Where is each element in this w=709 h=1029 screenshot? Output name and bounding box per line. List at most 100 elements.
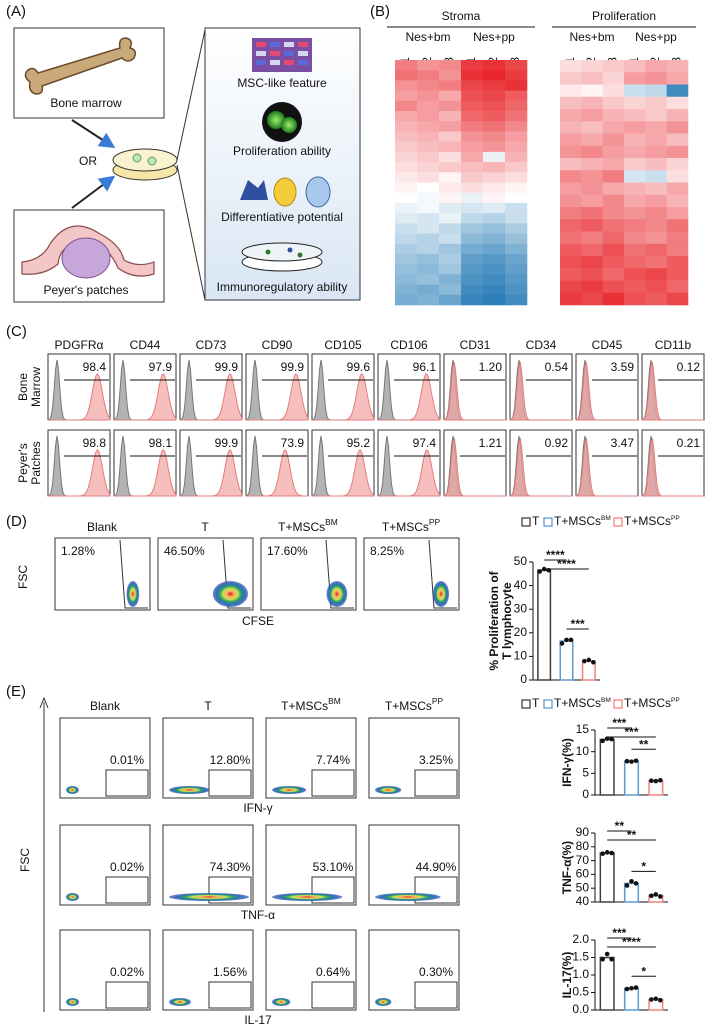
data-point [591,660,596,665]
y-tick-label: 0 [582,787,589,801]
heatmap-cell [624,292,646,306]
heatmap-cell [602,121,625,134]
heatmap-cell [417,274,440,285]
significance-label: **** [557,557,576,571]
group-label: T+MSCsBM [278,517,338,534]
heatmap-cell [645,145,667,159]
cell-icon [267,111,285,129]
heatmap-cell [483,223,506,234]
stained-histogram [509,437,572,497]
heatmap-cell [505,294,528,306]
column-group: Nes+pp [635,30,677,44]
heatmap-cell [417,243,440,255]
data-point [653,778,659,784]
flow-population [212,581,249,607]
heatmap-cell [560,158,582,171]
heatmap-cell [560,84,582,98]
data-point [609,850,614,856]
y-tick-label: 5 [582,766,589,780]
heatmap-cell [439,151,462,163]
flow-population [375,786,402,794]
percent-label: 97.4 [413,436,437,450]
heatmap-cell [483,172,506,183]
percent-label: 0.21 [677,436,701,450]
heatmap-cell [666,219,689,232]
data-point [633,985,639,990]
heatmap-cell [417,111,440,122]
heatmap-cell [666,292,689,306]
heatmap-cell [624,194,646,208]
stained-histogram [443,437,506,497]
heatmap-cell [666,158,689,171]
heatmap-cell [505,121,528,132]
panel-label: (B) [370,3,390,20]
heatmap-cell [461,264,484,275]
heatmap-cell [483,80,506,91]
stained-histogram [246,373,309,421]
percent-label: 44.90% [416,860,457,874]
group-label: T+MSCsPP [382,517,441,534]
gate [311,876,355,904]
heatmap-cell [417,172,440,183]
zoom-line [176,29,206,161]
heatmap-cell [461,111,484,122]
stained-histogram [378,449,441,497]
heatmap-cell [483,70,506,81]
heatmap-cell [560,243,582,257]
flow-population [272,786,307,794]
heatmap-cell [417,100,440,112]
heatmap-cell [624,84,646,98]
flow-population [169,998,191,1006]
axis-label: CFSE [242,614,274,628]
heatmap-cell [461,70,484,81]
heatmap-cell [417,223,440,234]
heatmap-cell [624,96,646,110]
group-label: Blank [87,520,118,534]
heatmap-cell [602,280,625,294]
heatmap-cell [417,264,440,275]
row-label: BoneMarrow [16,367,43,407]
y-tick-label: 40 [576,894,590,908]
percent-label: 53.10% [313,860,354,874]
heatmap-cell [602,207,625,220]
heatmap-cell [395,284,418,296]
bar [559,640,574,681]
heatmap-cell [505,182,528,194]
name: Blank [87,520,118,534]
data-point [568,637,574,643]
marker-label: IFN-γ [243,801,272,815]
heatmap-cell [666,268,689,281]
flow-frame [59,824,151,906]
group-label: T+MSCsBM [554,696,611,710]
heatmap-cell [439,111,462,122]
heatmap-cell [602,145,625,159]
heatmap-cell [461,90,484,102]
heatmap-cell [602,194,625,208]
heatmap-cell [624,219,646,232]
heatmap-cell [560,194,582,208]
heatmap-cell [560,60,582,73]
heatmap-cell [560,256,582,269]
heatmap-cell [602,231,625,245]
dish [241,242,323,262]
y-axis-label-line: T lymphocyte [500,582,514,660]
flow-population [66,893,80,901]
flow-population [375,998,392,1006]
heatmap-cell [483,233,506,245]
or-label: OR [79,154,97,168]
axis-arrow [39,696,49,709]
data-point [629,759,634,764]
gate [105,981,149,1009]
name: T+MSCs [624,514,671,528]
significance-label: * [641,964,646,978]
feature-label: Proliferation ability [233,144,331,158]
heatmap-cell [461,80,484,91]
data-point [564,637,569,643]
heatmap-cell [624,280,646,294]
cell-icon [240,180,268,200]
heatmap-cell [483,294,506,306]
heatmap-cell [581,268,603,281]
heatmap-cell [645,219,667,232]
heatmap-cell [666,60,689,73]
heatmap-cell [461,141,484,153]
